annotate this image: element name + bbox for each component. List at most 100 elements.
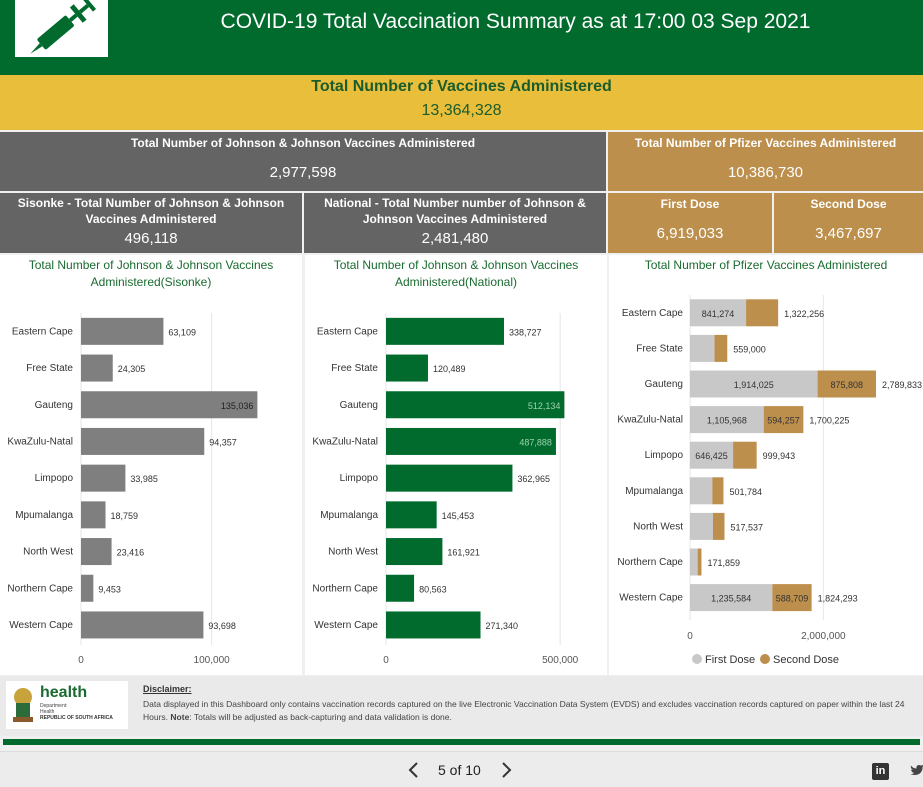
bar-second-dose-north-west[interactable] [713, 512, 725, 540]
bar-gauteng[interactable] [81, 391, 258, 419]
category-label-gauteng: Gauteng [35, 400, 73, 411]
category-label-limpopo: Limpopo [340, 473, 379, 484]
segment-label-second-dose-kwazulu-natal: 594,257 [767, 416, 800, 426]
page-navigation: 5 of 10 in [0, 751, 923, 787]
total-label-western-cape: 1,824,293 [818, 594, 858, 604]
page-title: COVID-19 Total Vaccination Summary as at… [220, 10, 811, 33]
national-value: 2,481,480 [421, 230, 489, 247]
pfizer-chart: 0 2,000,000 Eastern Cape 841,274 1,322,256 Fr… [617, 295, 922, 666]
total-vaccines-label: Total Number of Vaccines Administered [311, 78, 612, 95]
bar-second-dose-mpumalanga[interactable] [712, 477, 724, 505]
total-label-northern-cape: 171,859 [707, 558, 740, 568]
chevron-right-icon[interactable] [497, 760, 517, 780]
bar-western-cape[interactable] [386, 611, 481, 639]
total-label-north-west: 517,537 [731, 522, 764, 532]
total-label-kwazulu-natal: 1,700,225 [809, 416, 849, 426]
category-label-free-state: Free State [26, 363, 73, 374]
sisonke-label: Sisonke - Total Number of Johnson & John… [17, 196, 285, 226]
x-tick-label: 0 [687, 631, 693, 642]
footer-divider [3, 739, 920, 745]
bar-second-dose-western-cape[interactable] [772, 584, 812, 612]
data-label-kwazulu-natal: 487,888 [519, 437, 552, 447]
chevron-left-icon[interactable] [404, 760, 424, 780]
bar-second-dose-northern-cape[interactable] [697, 548, 702, 576]
bar-second-dose-limpopo[interactable] [733, 441, 757, 469]
coat-of-arms-icon [13, 688, 33, 722]
first-dose-label: First Dose [660, 197, 720, 211]
bar-limpopo[interactable] [386, 464, 513, 492]
health-logo-dept: Department: [40, 703, 68, 709]
pfizer-total-label: Total Number of Pfizer Vaccines Administ… [634, 136, 897, 150]
bar-first-dose-eastern-cape[interactable] [690, 299, 747, 327]
bar-free-state[interactable] [81, 354, 113, 382]
bar-second-dose-free-state[interactable] [714, 334, 728, 362]
category-label-northern-cape: Northern Cape [617, 557, 683, 568]
bar-first-dose-limpopo[interactable] [690, 441, 734, 469]
data-label-limpopo: 33,985 [130, 474, 158, 484]
category-label-kwazulu-natal: KwaZulu-Natal [617, 415, 683, 426]
bar-north-west[interactable] [386, 538, 443, 566]
category-label-free-state: Free State [331, 363, 378, 374]
category-label-kwazulu-natal: KwaZulu-Natal [7, 436, 73, 447]
bar-kwazulu-natal[interactable] [81, 427, 205, 455]
jj-total-value: 2,977,598 [269, 164, 337, 181]
sisonke-chart: 0 100,000 Eastern Cape 63,109 Free State 24,3… [7, 313, 258, 666]
data-label-kwazulu-natal: 94,357 [209, 437, 237, 447]
bar-first-dose-mpumalanga[interactable] [690, 477, 713, 505]
data-label-gauteng: 512,134 [528, 401, 561, 411]
bar-northern-cape[interactable] [81, 574, 94, 602]
jj-total-label: Total Number of Johnson & Johnson Vaccin… [130, 136, 476, 150]
footer: health Department: Health REPUBLIC OF SO… [0, 676, 923, 736]
total-label-limpopo: 999,943 [763, 451, 796, 461]
category-label-mpumalanga: Mpumalanga [625, 486, 683, 497]
linkedin-icon[interactable]: in [872, 763, 889, 780]
data-label-north-west: 161,921 [447, 548, 480, 558]
header: COVID-19 Total Vaccination Summary as at… [0, 0, 923, 75]
category-label-western-cape: Western Cape [314, 620, 378, 631]
disclaimer-text: Data displayed in this Dashboard only co… [143, 698, 918, 724]
x-tick-label: 0 [383, 655, 389, 666]
bar-mpumalanga[interactable] [81, 501, 106, 529]
bar-second-dose-kwazulu-natal[interactable] [763, 406, 804, 434]
health-logo-text: health [40, 684, 88, 701]
category-label-mpumalanga: Mpumalanga [320, 510, 378, 521]
health-logo: health Department: Health REPUBLIC OF SO… [6, 681, 128, 729]
category-label-northern-cape: Northern Cape [7, 583, 73, 594]
x-tick-label: 0 [78, 655, 84, 666]
bar-first-dose-free-state[interactable] [690, 334, 715, 362]
bar-gauteng[interactable] [386, 391, 565, 419]
bar-free-state[interactable] [386, 354, 428, 382]
bar-first-dose-kwazulu-natal[interactable] [690, 406, 764, 434]
category-label-free-state: Free State [636, 343, 683, 354]
bar-second-dose-eastern-cape[interactable] [746, 299, 779, 327]
pfizer-chart-title: Total Number of Pfizer Vaccines Administ… [644, 258, 888, 272]
category-label-western-cape: Western Cape [9, 620, 73, 631]
bar-second-dose-gauteng[interactable] [817, 370, 876, 398]
total-label-free-state: 559,000 [733, 344, 766, 354]
bar-kwazulu-natal[interactable] [386, 427, 556, 455]
bar-northern-cape[interactable] [386, 574, 415, 602]
bar-first-dose-north-west[interactable] [690, 512, 713, 540]
data-label-mpumalanga: 145,453 [442, 511, 475, 521]
pfizer-total-card: Total Number of Pfizer Vaccines Administ… [608, 132, 923, 191]
page-indicator: 5 of 10 [438, 762, 481, 778]
pfizer-chart-panel: 0 2,000,000 Eastern Cape 841,274 1,322,256 Fr… [609, 255, 923, 675]
bar-north-west[interactable] [81, 538, 112, 566]
bar-eastern-cape[interactable] [386, 317, 504, 345]
category-label-eastern-cape: Eastern Cape [12, 326, 74, 337]
bar-mpumalanga[interactable] [386, 501, 437, 529]
x-tick-label: 500,000 [542, 655, 579, 666]
total-label-mpumalanga: 501,784 [729, 487, 762, 497]
twitter-icon[interactable] [910, 762, 923, 776]
bar-western-cape[interactable] [81, 611, 204, 639]
first-dose-card: First Dose 6,919,033 [608, 193, 772, 253]
disclaimer-body: Data displayed in this Dashboard only co… [143, 699, 905, 722]
bar-first-dose-northern-cape[interactable] [690, 548, 698, 576]
x-tick-label: 100,000 [194, 655, 231, 666]
bar-first-dose-western-cape[interactable] [690, 584, 773, 612]
data-label-northern-cape: 9,453 [98, 584, 121, 594]
data-label-eastern-cape: 338,727 [509, 327, 542, 337]
bar-limpopo[interactable] [81, 464, 126, 492]
bar-eastern-cape[interactable] [81, 317, 164, 345]
bar-first-dose-gauteng[interactable] [690, 370, 818, 398]
